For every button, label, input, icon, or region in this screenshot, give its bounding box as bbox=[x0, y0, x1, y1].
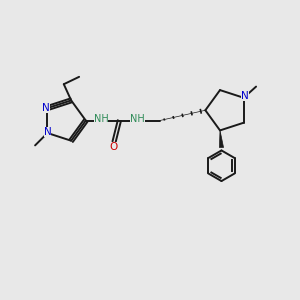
Text: NH: NH bbox=[130, 114, 145, 124]
Text: NH: NH bbox=[94, 114, 109, 124]
Text: N: N bbox=[44, 128, 51, 137]
Text: N: N bbox=[42, 103, 50, 112]
Text: O: O bbox=[110, 142, 118, 152]
Polygon shape bbox=[219, 130, 224, 148]
Text: N: N bbox=[241, 91, 249, 101]
